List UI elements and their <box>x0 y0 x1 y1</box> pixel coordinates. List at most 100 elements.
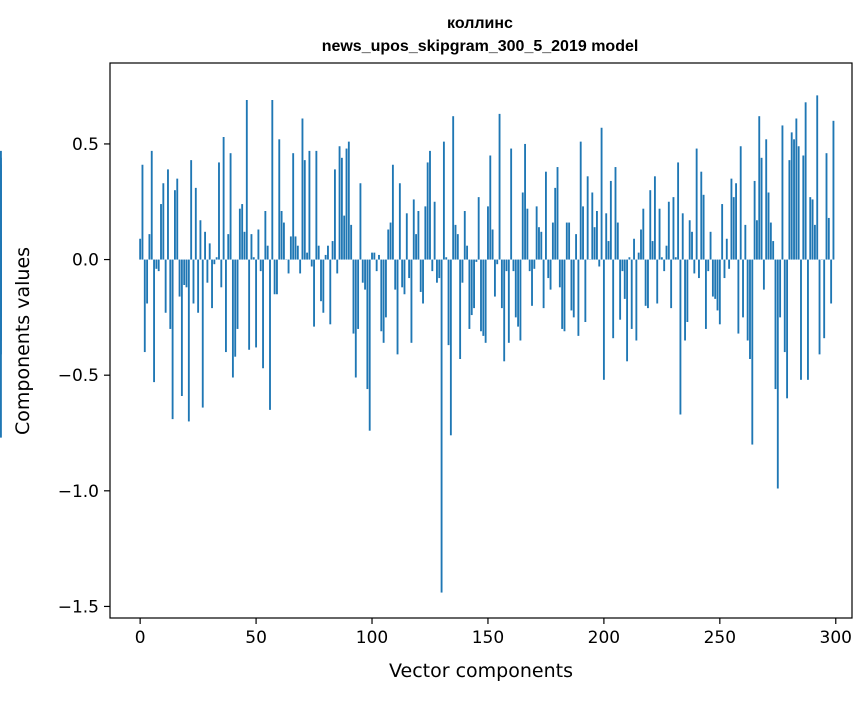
y-tick-label: 0.5 <box>72 135 99 155</box>
bar-207 <box>619 260 621 320</box>
bar-71 <box>304 160 306 259</box>
bar-221 <box>652 241 654 260</box>
bar-256 <box>733 197 735 259</box>
bar-281 <box>791 132 793 259</box>
bar-148 <box>482 260 484 336</box>
bar-228 <box>668 202 670 260</box>
bar-190 <box>580 142 582 260</box>
bar-130 <box>441 260 443 593</box>
bar-113 <box>401 260 403 288</box>
bar-296 <box>826 153 828 259</box>
bar-139 <box>462 260 464 283</box>
bar-2 <box>144 260 146 353</box>
bar-174 <box>543 260 545 309</box>
bar-55 <box>267 246 269 260</box>
bar-206 <box>617 223 619 260</box>
bar-143 <box>471 260 473 316</box>
bar-277 <box>782 125 784 259</box>
bar-293 <box>819 260 821 355</box>
bar-28 <box>204 232 206 260</box>
bar-192 <box>584 260 586 322</box>
bar-158 <box>506 260 508 272</box>
bar-132 <box>445 257 447 259</box>
bar-182 <box>561 260 563 329</box>
bar-136 <box>455 225 457 260</box>
bar-154 <box>496 260 498 265</box>
bar-93 <box>355 260 357 378</box>
bar-49 <box>253 257 255 259</box>
bar-18 <box>181 260 183 396</box>
bar-292 <box>816 95 818 259</box>
bar-21 <box>188 260 190 422</box>
bar-60 <box>278 139 280 259</box>
bar-16 <box>176 179 178 260</box>
x-tick-label: 0 <box>135 628 146 648</box>
bar-216 <box>640 230 642 260</box>
bar-20 <box>186 260 188 288</box>
bar-167 <box>526 209 528 260</box>
bar-145 <box>475 260 477 262</box>
bar-125 <box>429 151 431 260</box>
bar-86 <box>339 146 341 259</box>
bar-129 <box>438 260 440 279</box>
bar-214 <box>635 260 637 341</box>
bar-66 <box>292 153 294 259</box>
bar-45 <box>244 232 246 260</box>
bar-70 <box>302 119 304 260</box>
bar-61 <box>281 211 283 260</box>
bar-30 <box>209 243 211 259</box>
y-tick-label: −1.5 <box>58 597 99 617</box>
bar-24 <box>195 188 197 260</box>
bar-278 <box>784 260 786 353</box>
bar-54 <box>264 211 266 260</box>
bar-75 <box>313 260 315 327</box>
bar-297 <box>828 218 830 260</box>
bar-171 <box>536 206 538 259</box>
bar-122 <box>422 260 424 304</box>
bar-40 <box>232 260 234 378</box>
bar-140 <box>464 211 466 260</box>
bar-0 <box>139 239 141 260</box>
bar-230 <box>673 197 675 259</box>
bar-237 <box>689 220 691 259</box>
bar-205 <box>615 167 617 260</box>
bar-266 <box>756 220 758 259</box>
y-tick-label: −0.5 <box>58 366 99 386</box>
bar-249 <box>717 260 719 311</box>
bar-234 <box>682 213 684 259</box>
bar-239 <box>693 260 695 274</box>
bar-43 <box>239 209 241 260</box>
bar-114 <box>404 260 406 295</box>
bar-120 <box>417 211 419 260</box>
bar-98 <box>366 260 368 390</box>
bar-260 <box>742 260 744 318</box>
bar-41 <box>234 260 236 357</box>
bar-38 <box>227 234 229 259</box>
bar-23 <box>193 260 195 304</box>
bar-99 <box>369 260 371 431</box>
bar-168 <box>529 260 531 272</box>
bar-152 <box>492 230 494 260</box>
bar-295 <box>823 260 825 339</box>
bar-258 <box>737 260 739 334</box>
bar-265 <box>754 181 756 260</box>
bar-112 <box>399 183 401 259</box>
bar-257 <box>735 183 737 259</box>
bar-272 <box>770 223 772 260</box>
bar-213 <box>633 239 635 260</box>
bar-253 <box>726 239 728 260</box>
bar-79 <box>322 260 324 313</box>
bar-48 <box>251 234 253 259</box>
bar-270 <box>765 139 767 259</box>
x-tick-label: 50 <box>245 628 267 648</box>
bar-11 <box>165 260 167 313</box>
bar-193 <box>587 176 589 259</box>
bar-162 <box>515 260 517 318</box>
bar-195 <box>591 193 593 260</box>
bar-155 <box>499 114 501 260</box>
bar-135 <box>452 116 454 259</box>
bar-298 <box>830 260 832 304</box>
bar-186 <box>571 260 573 311</box>
bar-47 <box>248 260 250 350</box>
